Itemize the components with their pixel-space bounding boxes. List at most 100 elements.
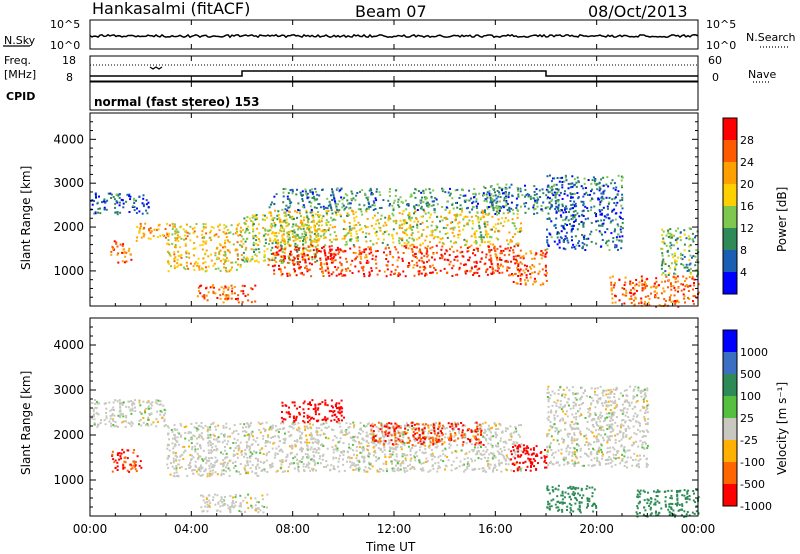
power-region bbox=[508, 249, 548, 286]
colorbar-tick-label: -500 bbox=[740, 478, 765, 491]
colorbar-swatch bbox=[723, 396, 737, 418]
velocity-region bbox=[510, 444, 548, 473]
x-tick-label: 08:00 bbox=[275, 522, 310, 536]
freq-panel: Freq. [MHz] 18 8 60 0 Nave bbox=[4, 54, 776, 84]
colorbar-swatch bbox=[723, 162, 737, 184]
y-tick-label: 1000 bbox=[53, 473, 84, 487]
colorbar-swatch bbox=[723, 118, 737, 140]
noise-series-line bbox=[89, 33, 699, 39]
freq-label-1: Freq. bbox=[4, 54, 31, 67]
y-tick-label: 4000 bbox=[53, 132, 84, 146]
nave-tick-top: 60 bbox=[708, 54, 722, 67]
cpid-label: CPID bbox=[6, 90, 35, 103]
power-region bbox=[267, 244, 522, 278]
colorbar-swatch bbox=[723, 418, 737, 440]
velocity-region bbox=[280, 399, 345, 424]
colorbar-tick-label: -1000 bbox=[740, 500, 772, 513]
x-tick-label: 12:00 bbox=[377, 522, 412, 536]
power-region bbox=[546, 174, 624, 251]
velocity-region bbox=[546, 484, 598, 514]
freq-tick-top: 18 bbox=[62, 54, 76, 67]
power-region bbox=[166, 222, 244, 273]
colorbar-tick-label: 25 bbox=[740, 412, 754, 425]
station-title: Hankasalmi (fitACF) bbox=[92, 0, 250, 18]
colorbar-tick-label: 100 bbox=[740, 390, 761, 403]
freq-label-2: [MHz] bbox=[4, 68, 36, 81]
colorbar-swatch bbox=[723, 352, 737, 374]
nsearch-label: N.Search bbox=[746, 31, 796, 44]
power-colorbar-label: Power [dB] bbox=[775, 187, 789, 252]
y-tick-label: 3000 bbox=[53, 176, 84, 190]
power-region bbox=[267, 209, 523, 247]
y-tick-label: 1000 bbox=[53, 264, 84, 278]
colorbar-tick-label: 4 bbox=[740, 266, 747, 279]
colorbar-tick-label: 8 bbox=[740, 244, 747, 257]
power-region bbox=[196, 284, 257, 304]
colorbar-tick-label: 16 bbox=[740, 200, 754, 213]
nsky-label: N.Sky bbox=[4, 34, 36, 47]
power-colorbar: 28 24 20 16 12 8 4 bbox=[722, 117, 754, 295]
velocity-region bbox=[546, 385, 650, 469]
noise-left-tick-bottom: 10^0 bbox=[50, 39, 80, 52]
velocity-panel: 4000 3000 2000 1000 Slant Range [km] 1000 50… bbox=[19, 317, 789, 518]
power-region bbox=[110, 240, 133, 264]
y-tick-label: 3000 bbox=[53, 383, 84, 397]
power-panel: 4000 3000 2000 1000 Slant Range [km] 28 24 20… bbox=[19, 112, 789, 308]
power-data-layer bbox=[90, 174, 700, 308]
colorbar-tick-label: 1000 bbox=[740, 346, 768, 359]
power-region bbox=[268, 187, 508, 212]
beam-label: Beam 07 bbox=[355, 2, 427, 21]
colorbar-swatch bbox=[723, 228, 737, 250]
velocity-region bbox=[91, 399, 167, 428]
x-tick-label: 20:00 bbox=[579, 522, 614, 536]
power-region bbox=[482, 183, 561, 216]
velocity-region bbox=[111, 448, 143, 473]
power-y-axis: 4000 3000 2000 1000 bbox=[53, 121, 698, 298]
velocity-y-label: Slant Range [km] bbox=[19, 371, 33, 475]
cpid-text: normal (fast stereo) 153 bbox=[94, 95, 260, 109]
colorbar-tick-label: 12 bbox=[740, 222, 754, 235]
velocity-region bbox=[635, 489, 700, 518]
colorbar-tick-label: -25 bbox=[740, 434, 758, 447]
colorbar-swatch bbox=[723, 272, 737, 294]
power-region bbox=[660, 227, 700, 278]
x-tick-label: 16:00 bbox=[478, 522, 513, 536]
x-tick-label: 00:00 bbox=[681, 522, 716, 536]
colorbar-swatch bbox=[723, 462, 737, 484]
freq-series-line bbox=[90, 70, 698, 77]
velocity-region bbox=[166, 421, 270, 478]
cpid-panel: CPID normal (fast stereo) 153 bbox=[6, 81, 699, 111]
date-label: 08/Oct/2013 bbox=[588, 2, 688, 21]
velocity-colorbar: 1000 500 100 25 -25 -100 -500 -1000 bbox=[722, 329, 772, 513]
velocity-data-layer bbox=[91, 385, 700, 518]
noise-left-tick-top: 10^5 bbox=[50, 18, 80, 31]
noise-panel: N.Sky 10^5 10^0 10^5 10^0 N.Search bbox=[3, 18, 796, 52]
power-region bbox=[609, 275, 700, 308]
x-tick-label: 04:00 bbox=[174, 522, 209, 536]
colorbar-swatch bbox=[723, 440, 737, 462]
colorbar-frame bbox=[722, 329, 738, 507]
colorbar-swatch bbox=[723, 184, 737, 206]
colorbar-swatch bbox=[723, 140, 737, 162]
velocity-region bbox=[268, 421, 523, 473]
colorbar-tick-label: -100 bbox=[740, 456, 765, 469]
x-tick-label: 00:00 bbox=[73, 522, 108, 536]
colorbar-frame bbox=[722, 117, 738, 295]
velocity-y-axis: 4000 3000 2000 1000 bbox=[53, 326, 698, 508]
nave-tick-bottom: 0 bbox=[712, 71, 719, 84]
y-tick-label: 2000 bbox=[53, 428, 84, 442]
noise-right-tick-top: 10^5 bbox=[706, 18, 736, 31]
noise-right-tick-bottom: 10^0 bbox=[706, 39, 736, 52]
power-region bbox=[90, 192, 150, 216]
colorbar-tick-label: 24 bbox=[740, 156, 754, 169]
colorbar-swatch bbox=[723, 484, 737, 506]
colorbar-tick-label: 28 bbox=[740, 134, 754, 147]
x-axis-label: Time UT bbox=[365, 540, 416, 554]
y-tick-label: 2000 bbox=[53, 220, 84, 234]
colorbar-tick-label: 20 bbox=[740, 178, 754, 191]
power-region bbox=[135, 222, 168, 242]
velocity-colorbar-label: Velocity [m s⁻¹] bbox=[775, 382, 789, 475]
velocity-region bbox=[200, 493, 269, 514]
velocity-region bbox=[369, 421, 485, 446]
